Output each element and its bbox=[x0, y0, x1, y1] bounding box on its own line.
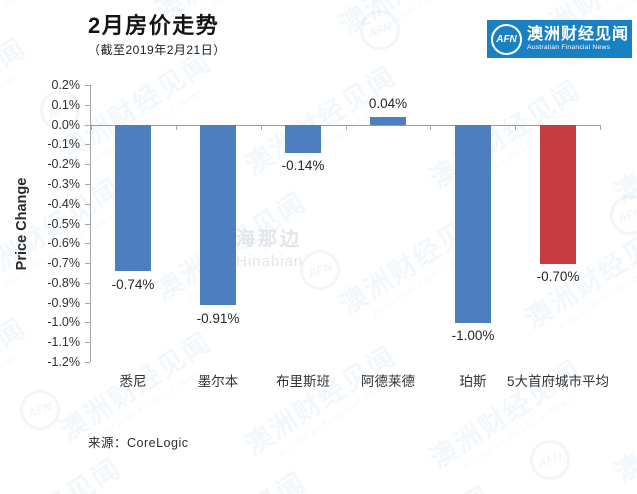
y-axis-tick bbox=[85, 164, 90, 165]
y-tick-label: -0.3% bbox=[47, 177, 80, 191]
bar-0 bbox=[115, 125, 151, 271]
x-tick-label-1: 墨尔本 bbox=[197, 374, 239, 389]
y-axis-tick bbox=[85, 283, 90, 284]
y-tick-label: -0.7% bbox=[47, 256, 80, 270]
y-tick-label: -0.2% bbox=[47, 157, 80, 171]
afn-logo: AFN 澳洲财经见闻 Australian Financial News bbox=[487, 20, 632, 58]
x-axis-tick bbox=[600, 125, 601, 130]
y-axis-title: Price Change bbox=[14, 177, 30, 271]
bar-1 bbox=[200, 125, 236, 305]
data-label-1: -0.91% bbox=[196, 311, 240, 326]
y-axis-tick bbox=[85, 303, 90, 304]
bar-3 bbox=[370, 117, 406, 125]
source-note: 来源：CoreLogic bbox=[88, 436, 189, 450]
y-axis-tick bbox=[85, 243, 90, 244]
y-tick-label: -0.1% bbox=[47, 137, 80, 151]
data-label-2: -0.14% bbox=[281, 158, 325, 173]
x-axis-tick bbox=[261, 125, 262, 130]
y-tick-label: -0.4% bbox=[47, 197, 80, 211]
data-label-4: -1.00% bbox=[451, 328, 495, 343]
x-axis-tick bbox=[176, 125, 177, 130]
bar-4 bbox=[455, 125, 491, 323]
zero-axis-line bbox=[91, 125, 600, 126]
y-tick-label: -0.8% bbox=[47, 276, 80, 290]
page-subtitle: （截至2019年2月21日） bbox=[88, 43, 226, 57]
afn-logo-text: 澳洲财经见闻 Australian Financial News bbox=[527, 25, 630, 52]
y-axis-tick bbox=[85, 105, 90, 106]
y-axis-tick bbox=[85, 224, 90, 225]
y-axis-tick bbox=[85, 263, 90, 264]
afn-logo-abbr: AFN bbox=[496, 33, 517, 45]
y-tick-label: -1.0% bbox=[47, 315, 80, 329]
bar-2 bbox=[285, 125, 321, 153]
x-tick-label-4: 珀斯 bbox=[459, 374, 487, 389]
y-tick-label: 0.0% bbox=[51, 118, 81, 132]
x-tick-label-3: 阿德莱德 bbox=[361, 374, 415, 389]
data-label-5: -0.70% bbox=[536, 269, 580, 284]
y-axis-tick bbox=[85, 204, 90, 205]
bar-5 bbox=[540, 125, 576, 264]
y-tick-label: -1.2% bbox=[47, 355, 80, 369]
y-tick-label: -0.9% bbox=[47, 296, 80, 310]
afn-logo-name-en: Australian Financial News bbox=[527, 43, 611, 51]
y-axis-tick bbox=[85, 144, 90, 145]
y-axis-tick bbox=[85, 125, 90, 126]
x-axis-tick bbox=[515, 125, 516, 130]
y-tick-label: 0.1% bbox=[51, 98, 81, 112]
x-tick-label-2: 布里斯班 bbox=[276, 374, 330, 389]
x-tick-label-0: 悉尼 bbox=[119, 374, 147, 389]
y-tick-label: -0.5% bbox=[47, 217, 80, 231]
x-axis-tick bbox=[430, 125, 431, 130]
y-axis-tick bbox=[85, 362, 90, 363]
y-axis-tick bbox=[85, 85, 90, 86]
x-axis-tick bbox=[346, 125, 347, 130]
y-tick-label: -0.6% bbox=[47, 236, 80, 250]
y-axis-tick bbox=[85, 184, 90, 185]
y-tick-label: -1.1% bbox=[47, 335, 80, 349]
page-title: 2月房价走势 bbox=[88, 13, 220, 38]
y-axis-tick bbox=[85, 342, 90, 343]
data-label-0: -0.74% bbox=[111, 277, 155, 292]
y-axis-line bbox=[90, 85, 91, 362]
afn-logo-name-zh: 澳洲财经见闻 bbox=[527, 25, 630, 43]
data-label-3: 0.04% bbox=[368, 96, 408, 111]
x-axis-tick bbox=[91, 125, 92, 130]
y-tick-label: 0.2% bbox=[51, 78, 81, 92]
x-tick-label-5: 5大首府城市平均 bbox=[506, 374, 609, 389]
y-axis-tick bbox=[85, 322, 90, 323]
afn-logo-icon: AFN bbox=[491, 23, 522, 55]
